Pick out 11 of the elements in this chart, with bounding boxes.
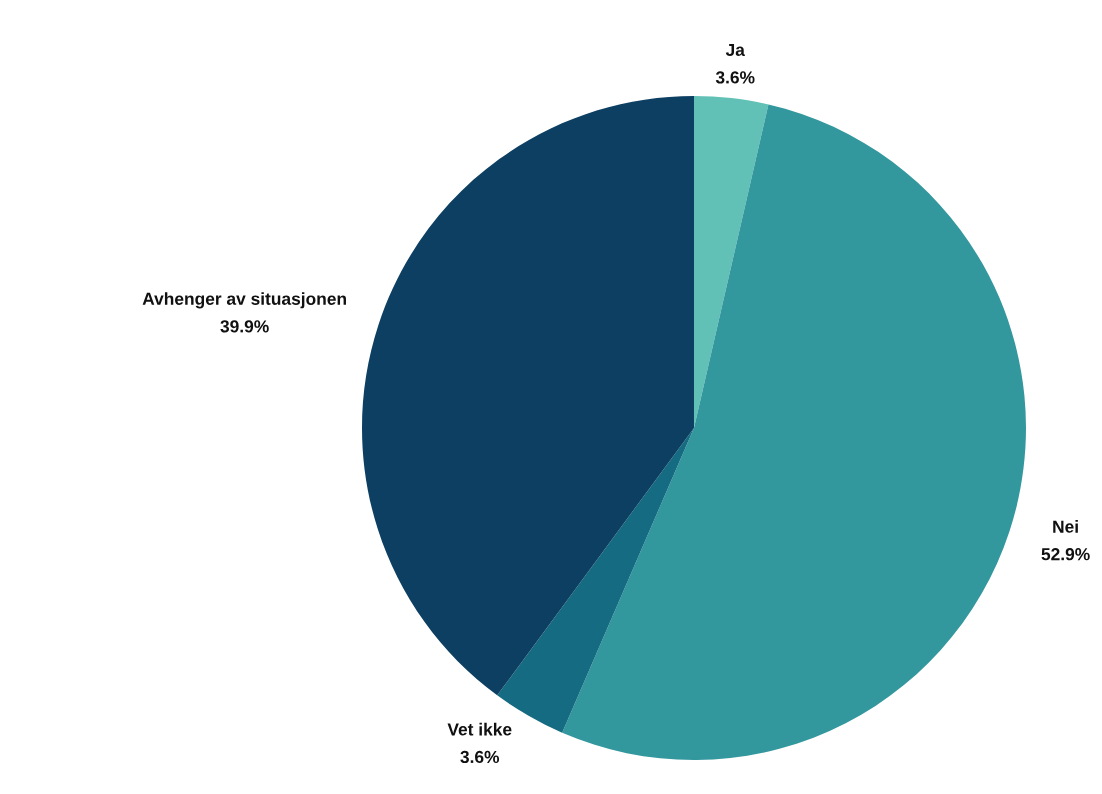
slice-label: Ja [725, 43, 745, 57]
data-label: 3.6% [460, 750, 500, 764]
pie-slice [562, 104, 1026, 760]
slice-label: Vet ikke [447, 722, 512, 736]
data-label: 39.9% [220, 320, 269, 333]
data-label: 3.6% [715, 71, 755, 84]
pie-slice [694, 96, 769, 428]
pie-slice [362, 96, 694, 696]
data-label: 52.9% [1041, 548, 1090, 561]
slice-label: Avhenger av situasjonen [142, 292, 346, 309]
slice-label: Nei [1053, 520, 1078, 533]
